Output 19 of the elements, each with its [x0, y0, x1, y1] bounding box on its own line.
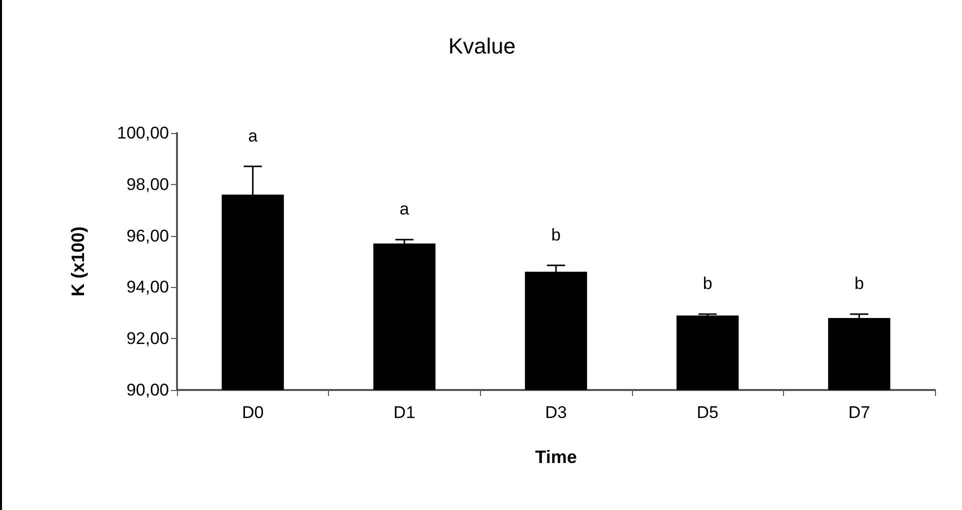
y-tick-label: 100,00 [117, 124, 169, 142]
annotation: b [551, 225, 561, 244]
annotation: a [400, 200, 410, 219]
annotation: b [854, 274, 864, 294]
y-tick-label: 94,00 [126, 278, 169, 297]
x-tick-label: D7 [848, 403, 870, 422]
x-tick-label: D0 [242, 403, 264, 422]
y-tick-label: 98,00 [126, 174, 169, 194]
y-tick-label: 92,00 [126, 329, 169, 348]
y-axis-title: K (x100) [68, 226, 88, 297]
x-axis-title: Time [535, 447, 577, 467]
annotation: b [702, 274, 712, 294]
chart-title: Kvalue [448, 34, 516, 58]
x-tick-label: D1 [394, 403, 416, 422]
x-tick-label: D5 [696, 403, 718, 422]
annotation: a [248, 126, 258, 146]
x-tick-label: D3 [545, 403, 567, 422]
y-tick-label: 90,00 [126, 380, 169, 400]
y-tick-label: 96,00 [126, 226, 169, 246]
